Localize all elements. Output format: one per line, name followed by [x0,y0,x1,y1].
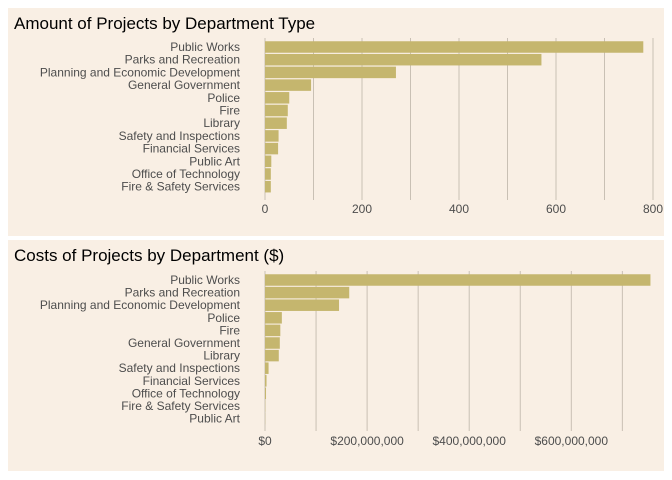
x-tick-label: $600,000,000 [535,434,609,448]
category-label: Police [207,91,240,105]
bar [265,299,340,311]
bar [265,155,272,168]
chart-title: Amount of Projects by Department Type [14,14,316,33]
bar [265,92,290,104]
bar [265,375,267,387]
category-label: Library [203,349,240,363]
category-label: Financial Services [143,374,240,388]
bar [265,274,651,286]
bar [265,324,281,337]
category-label: Fire [219,104,240,118]
bar [265,180,271,193]
category-label: Parks and Recreation [125,53,240,67]
bar [265,362,269,374]
x-tick-label: 200 [352,202,372,216]
category-label: General Government [128,78,241,92]
chart-title: Costs of Projects by Department ($) [14,246,285,265]
bar [265,312,282,324]
bar [265,53,542,66]
x-tick-label: $200,000,000 [330,434,404,448]
x-tick-label: $0 [258,434,272,448]
bar [265,130,279,142]
bar [265,79,312,91]
category-label: Parks and Recreation [125,286,240,300]
category-label: Office of Technology [132,167,240,181]
bar [265,286,350,299]
category-label: Public Works [170,273,240,287]
projects-count-panel: Amount of Projects by Department Type Pu… [8,8,664,236]
x-tick-label: $400,000,000 [433,434,507,448]
bar [265,41,644,53]
bar [265,117,287,129]
bar [265,349,279,362]
category-label: Safety and Inspections [119,361,240,375]
x-tick-label: 800 [643,202,663,216]
bar [265,104,288,117]
category-label: Public Art [189,412,240,426]
category-label: Planning and Economic Development [40,65,241,79]
category-label: Fire & Safety Services [121,180,240,194]
category-label: Office of Technology [132,386,240,400]
x-tick-label: 400 [449,202,469,216]
category-label: Fire [219,323,240,337]
category-label: Library [203,116,240,130]
bar [265,337,280,349]
category-label: Planning and Economic Development [40,298,241,312]
category-label: General Government [128,336,241,350]
category-label: Police [207,311,240,325]
category-label: Financial Services [143,142,240,156]
x-tick-label: 0 [262,202,269,216]
bar [265,142,279,155]
projects-cost-panel: Costs of Projects by Department ($) Publ… [8,240,664,471]
category-label: Safety and Inspections [119,129,240,143]
bar [265,66,396,79]
x-tick-label: 600 [546,202,566,216]
category-label: Fire & Safety Services [121,399,240,413]
category-label: Public Works [170,40,240,54]
bar [265,168,271,180]
bar [265,387,267,400]
category-label: Public Art [189,154,240,168]
